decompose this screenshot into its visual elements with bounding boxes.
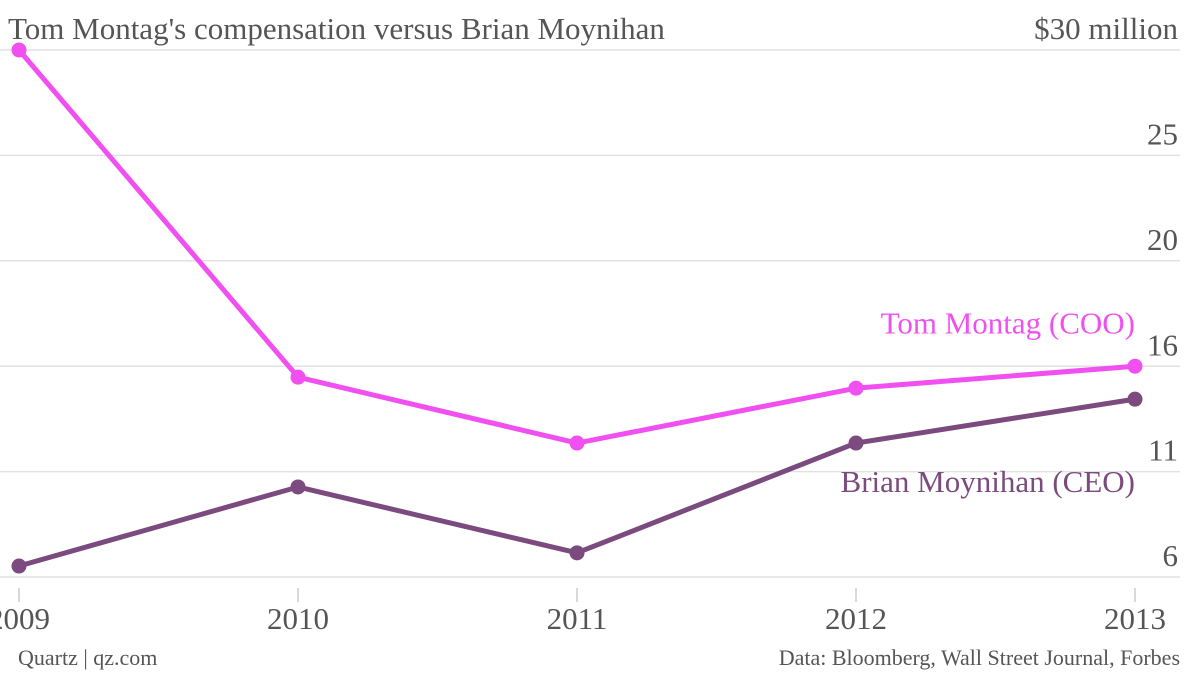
data-point bbox=[1127, 358, 1143, 374]
series-line bbox=[17, 48, 1136, 446]
series-label: Brian Moynihan (CEO) bbox=[841, 464, 1135, 499]
chart-title: Tom Montag's compensation versus Brian M… bbox=[8, 11, 665, 46]
source: Data: Bloomberg, Wall Street Journal, Fo… bbox=[779, 645, 1180, 670]
x-tick-label: 2010 bbox=[267, 601, 329, 636]
data-point bbox=[569, 545, 585, 561]
y-tick-label: $30 million bbox=[1034, 11, 1178, 46]
credit: Quartz | qz.com bbox=[18, 645, 157, 670]
data-point bbox=[848, 435, 864, 451]
x-tick-label: 2011 bbox=[547, 601, 608, 636]
series-label: Tom Montag (COO) bbox=[881, 305, 1135, 340]
y-tick-label: 6 bbox=[1163, 538, 1179, 573]
data-point bbox=[290, 369, 306, 385]
data-point bbox=[11, 558, 27, 574]
x-tick-label: 2009 bbox=[0, 601, 50, 636]
x-tick-label: 2012 bbox=[825, 601, 887, 636]
y-tick-label: 11 bbox=[1148, 433, 1178, 468]
x-tick-label: 2013 bbox=[1104, 601, 1166, 636]
data-point bbox=[1127, 391, 1143, 407]
data-point bbox=[11, 42, 27, 58]
data-point bbox=[569, 435, 585, 451]
y-tick-label: 16 bbox=[1147, 327, 1178, 362]
y-tick-label: 25 bbox=[1147, 117, 1178, 152]
data-point bbox=[290, 479, 306, 495]
y-tick-label: 20 bbox=[1147, 222, 1178, 257]
data-point bbox=[848, 380, 864, 396]
